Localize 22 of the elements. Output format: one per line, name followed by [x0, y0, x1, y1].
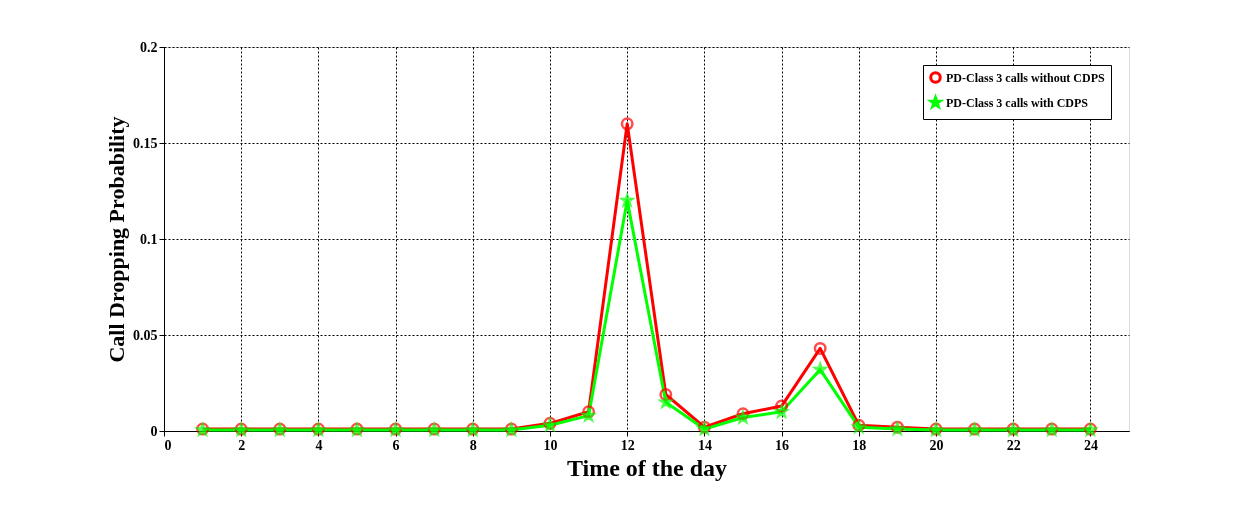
x-tick-label: 2 [238, 437, 246, 453]
legend-label: PD-Class 3 calls without CDPS [946, 70, 1105, 85]
y-tick-label: 0.05 [133, 327, 158, 343]
x-axis-title: Time of the day [566, 454, 728, 481]
x-tick-label: 20 [929, 437, 944, 453]
x-tick-label: 12 [620, 437, 635, 453]
x-tick-label: 6 [392, 437, 400, 453]
y-tick-label: 0.1 [140, 231, 158, 247]
y-tick-label: 0.15 [133, 135, 158, 151]
x-tick-label: 8 [469, 437, 477, 453]
x-tick-label: 18 [852, 437, 867, 453]
x-tick-label: 16 [775, 437, 790, 453]
x-tick-label: 14 [697, 437, 712, 453]
y-tick-label: 0 [150, 423, 158, 439]
legend-label: PD-Class 3 calls with CDPS [946, 95, 1089, 110]
y-axis-title: Call Dropping Probability [104, 116, 129, 363]
x-tick-label: 0 [164, 437, 172, 453]
x-tick-label: 24 [1083, 437, 1098, 453]
x-tick-label: 4 [315, 437, 323, 453]
x-tick-label: 22 [1006, 437, 1021, 453]
y-tick-label: 0.2 [140, 39, 158, 55]
x-tick-label: 10 [543, 437, 558, 453]
